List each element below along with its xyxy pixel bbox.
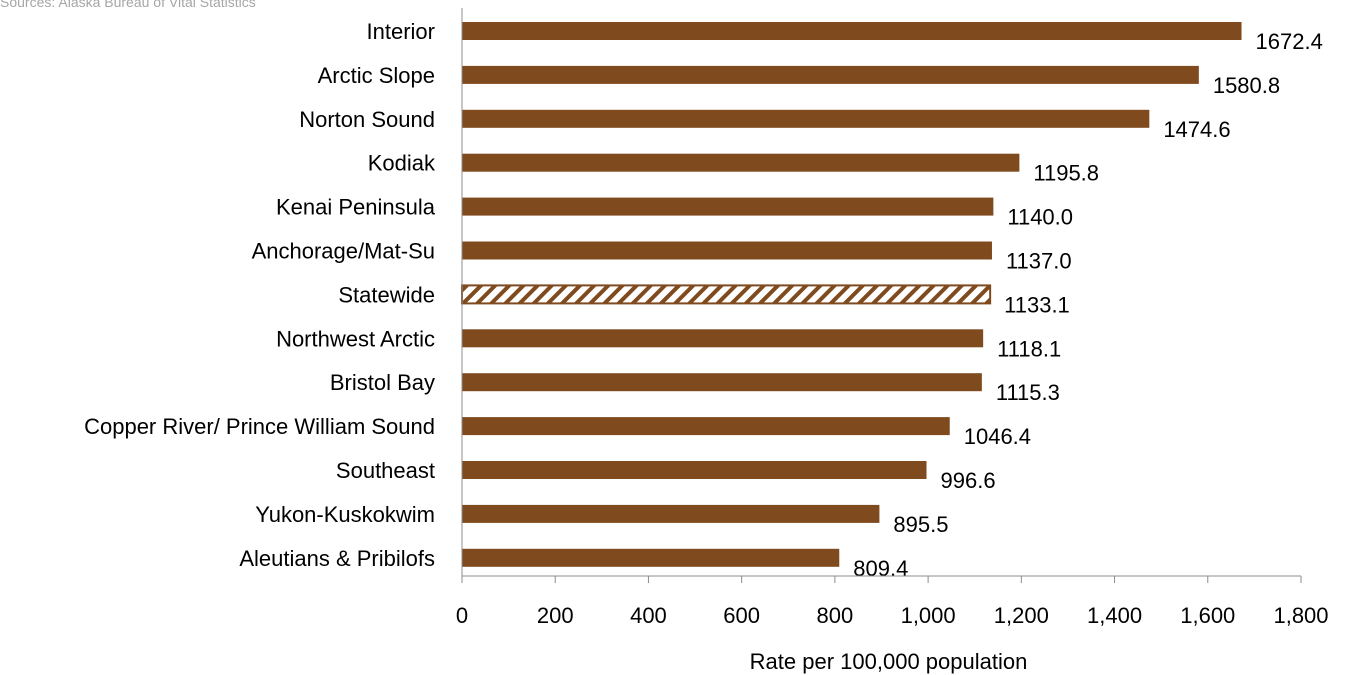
source-note: Sources: Alaska Bureau of Vital Statisti… xyxy=(0,0,256,10)
category-label: Interior xyxy=(367,19,435,44)
x-tick-label: 600 xyxy=(723,603,760,628)
bar xyxy=(462,197,994,216)
bar xyxy=(462,241,992,260)
bar xyxy=(462,373,982,392)
category-label: Anchorage/Mat-Su xyxy=(252,239,435,264)
x-tick-label: 1,800 xyxy=(1273,603,1328,628)
category-label: Bristol Bay xyxy=(330,370,435,395)
x-axis-title: Rate per 100,000 population xyxy=(750,649,1028,674)
bar xyxy=(462,548,840,567)
value-label: 1140.0 xyxy=(1007,205,1073,230)
bar xyxy=(462,504,880,523)
bar xyxy=(462,22,1242,40)
value-label: 809.4 xyxy=(853,556,908,581)
value-label: 1118.1 xyxy=(997,336,1061,361)
x-tick-label: 400 xyxy=(630,603,667,628)
x-tick-label: 1,000 xyxy=(901,603,956,628)
value-label: 1672.4 xyxy=(1256,29,1323,54)
value-label: 996.6 xyxy=(941,468,996,493)
value-labels: 1672.4 1580.8 1474.6 1195.8 1140.0 1137.0 1133… xyxy=(853,29,1323,581)
bar xyxy=(462,65,1199,84)
value-label: 1474.6 xyxy=(1163,117,1230,142)
category-label: Arctic Slope xyxy=(318,63,435,88)
category-labels: Interior Arctic Slope Norton Sound Kodiak Ke… xyxy=(84,19,436,571)
x-axis: 0 200 400 600 800 1,000 1,200 1,400 1,600 1,800 xyxy=(456,8,1329,628)
category-label: Statewide xyxy=(338,282,435,307)
category-label: Copper River/ Prince William Sound xyxy=(84,414,435,439)
value-label: 1137.0 xyxy=(1006,249,1072,274)
category-label: Yukon-Kuskokwim xyxy=(255,502,435,527)
category-label: Norton Sound xyxy=(299,107,435,132)
category-label: Northwest Arctic xyxy=(276,326,435,351)
bar xyxy=(462,329,984,348)
x-tick-label: 800 xyxy=(817,603,854,628)
x-tick-label: 1,600 xyxy=(1180,603,1235,628)
bar xyxy=(462,153,1020,172)
value-label: 1046.4 xyxy=(964,424,1031,449)
category-label: Aleutians & Pribilofs xyxy=(239,546,435,571)
value-label: 1195.8 xyxy=(1033,161,1099,186)
x-tick-label: 1,200 xyxy=(994,603,1049,628)
bar-statewide xyxy=(461,284,992,305)
value-label: 1133.1 xyxy=(1004,292,1070,317)
value-label: 1580.8 xyxy=(1213,73,1280,98)
value-label: 895.5 xyxy=(893,512,948,537)
x-tick-label: 200 xyxy=(537,603,574,628)
x-tick-label: 1,400 xyxy=(1087,603,1142,628)
category-label: Southeast xyxy=(336,458,435,483)
category-label: Kodiak xyxy=(368,151,436,176)
bar xyxy=(462,109,1150,128)
bar xyxy=(462,461,927,479)
bar xyxy=(462,417,950,436)
value-label: 1115.3 xyxy=(996,380,1060,405)
x-tick-label: 0 xyxy=(456,603,468,628)
category-label: Kenai Peninsula xyxy=(276,195,436,220)
bars-layer xyxy=(461,22,1242,567)
